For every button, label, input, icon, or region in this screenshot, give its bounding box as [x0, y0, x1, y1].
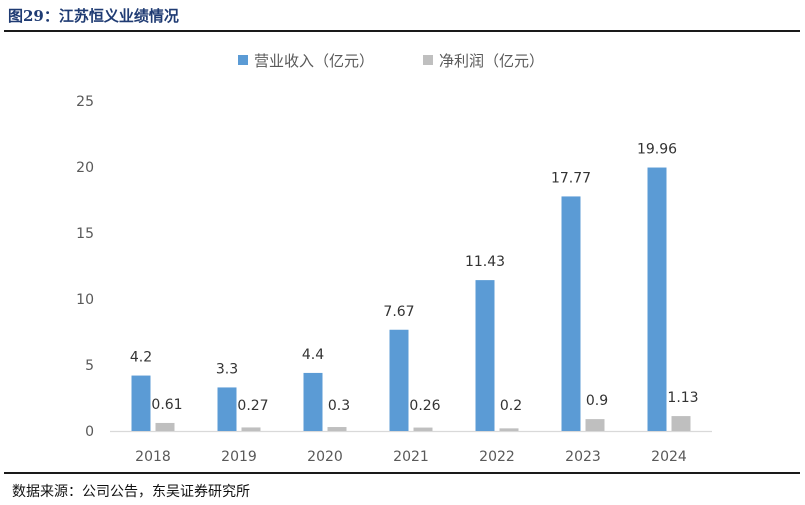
net-profit-data-label: 0.9: [586, 393, 608, 409]
data-labels: 4.2 0.61 3.3 0.27 4.4 0.3 7.67 0.26 11.43 0.2 17.7…: [130, 142, 699, 414]
legend-swatch: [423, 55, 433, 65]
legend: 营业收入（亿元） 净利润（亿元）: [238, 52, 544, 70]
revenue-bar: [217, 387, 237, 431]
y-tick-label: 10: [76, 292, 94, 308]
net-profit-data-label: 0.3: [328, 398, 350, 414]
net-profit-data-label: 0.2: [500, 398, 522, 414]
x-tick-label: 2024: [651, 449, 687, 465]
legend-entry: 净利润（亿元）: [439, 52, 544, 70]
net-profit-data-label: 0.27: [237, 398, 268, 414]
legend-swatch: [238, 55, 248, 65]
revenue-bar: [475, 280, 495, 431]
revenue-data-label: 11.43: [465, 254, 505, 270]
net-profit-data-label: 0.26: [409, 398, 440, 414]
x-tick-label: 2021: [393, 449, 429, 465]
revenue-data-label: 7.67: [383, 304, 414, 320]
x-tick-label: 2023: [565, 449, 601, 465]
net-profit-data-label: 1.13: [667, 390, 698, 406]
revenue-data-label: 4.2: [130, 350, 152, 366]
revenue-bar: [131, 375, 151, 431]
revenue-data-label: 17.77: [551, 170, 591, 186]
revenue-data-label: 19.96: [637, 142, 677, 158]
y-axis: 0 5 10 15 20 25: [76, 94, 94, 440]
net-profit-data-label: 0.61: [151, 397, 182, 413]
revenue-bar: [303, 372, 323, 431]
revenue-bar: [561, 196, 581, 431]
y-tick-label: 20: [76, 160, 94, 176]
bottom-rule: [4, 472, 800, 474]
net-profit-bar: [413, 427, 433, 431]
revenue-bar: [389, 329, 409, 431]
y-tick-label: 5: [85, 358, 94, 374]
legend-entry: 营业收入（亿元）: [254, 52, 374, 70]
net-profit-bar: [671, 416, 691, 431]
revenue-data-label: 3.3: [216, 361, 238, 377]
revenue-bar: [647, 167, 667, 431]
source-note: 数据来源：公司公告，东吴证券研究所: [12, 484, 250, 500]
x-tick-label: 2022: [479, 449, 515, 465]
bars: [131, 167, 691, 431]
x-tick-label: 2018: [135, 449, 171, 465]
y-tick-label: 15: [76, 226, 94, 242]
x-axis: 2018 2019 2020 2021 2022 2023 2024: [110, 430, 712, 465]
x-tick-label: 2020: [307, 449, 343, 465]
net-profit-bar: [499, 428, 519, 431]
net-profit-bar: [155, 422, 175, 431]
figure-title: 图29：江苏恒义业绩情况: [8, 7, 179, 25]
y-tick-label: 0: [85, 424, 94, 440]
net-profit-bar: [585, 419, 605, 431]
revenue-data-label: 4.4: [302, 347, 324, 363]
net-profit-bar: [327, 427, 347, 431]
top-rule: [4, 30, 800, 32]
y-tick-label: 25: [76, 94, 94, 110]
x-tick-label: 2019: [221, 449, 257, 465]
net-profit-bar: [241, 427, 261, 431]
